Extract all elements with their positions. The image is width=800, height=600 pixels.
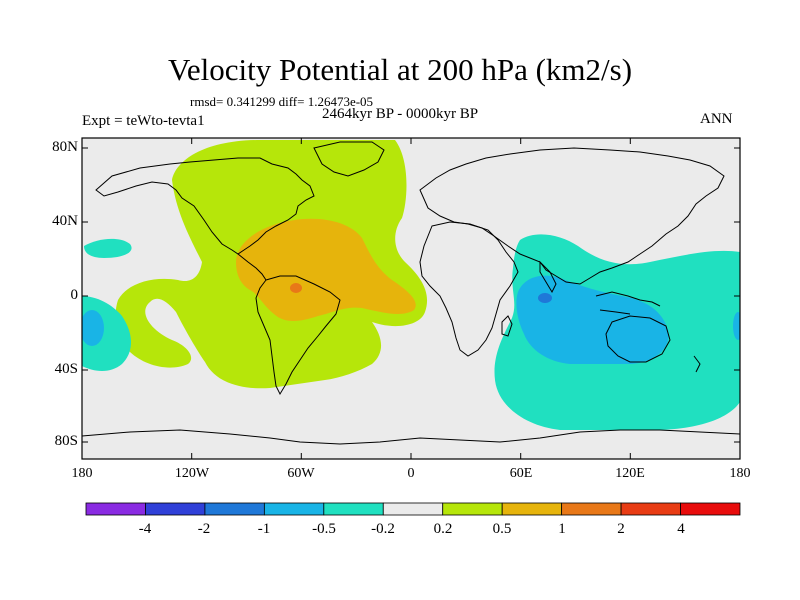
colorbar-label: 4 (677, 521, 685, 537)
negative-moderate-region-indian-ocean (516, 275, 669, 364)
colorbar-label: 0.2 (433, 521, 453, 537)
map-field (82, 138, 740, 459)
colorbar-label: 2 (617, 521, 625, 537)
coastline-antarctica (82, 429, 740, 445)
colorbar-label: -2 (197, 521, 211, 537)
lon-tick-180w: 180 (71, 466, 93, 481)
lon-tick-120w: 120W (174, 466, 210, 481)
rmsd-diff-stats: rmsd= 0.341299 diff= 1.26473e-05 (190, 94, 374, 109)
lon-tick-120e: 120E (615, 466, 645, 481)
lon-tick-60e: 60E (509, 466, 533, 481)
time-period-label: 2464kyr BP - 0000kyr BP (322, 106, 479, 122)
colorbar (85, 502, 741, 516)
negative-moderate-patch-east-pacific (82, 310, 104, 346)
coastline-australia (605, 315, 671, 363)
colorbar-box (382, 502, 444, 516)
coastline-north-america (95, 157, 315, 255)
latitude-tick-marks (82, 147, 740, 443)
colorbar-box (263, 502, 325, 516)
coastline-central-america (237, 253, 267, 281)
coastline-indian-subcontinent (539, 260, 557, 294)
colorbar-box (620, 502, 681, 516)
colorbar-box (323, 502, 384, 516)
colorbar-label: -4 (138, 521, 152, 537)
colorbar-label: -0.2 (371, 521, 395, 537)
colorbar-label: -1 (257, 521, 271, 537)
coastlines (82, 141, 740, 445)
colorbar-label: 0.5 (492, 521, 512, 537)
season-label: ANN (700, 111, 733, 127)
negative-weak-region-west-pacific (721, 298, 740, 354)
negative-strong-patch (538, 293, 552, 303)
experiment-label: Expt = teWto-tevta1 (82, 113, 205, 129)
lon-tick-0: 0 (407, 466, 415, 481)
colorbar-box (442, 502, 503, 516)
negative-moderate-patch-west-pacific (733, 312, 740, 340)
positive-moderate-region-amazon (236, 218, 416, 321)
negative-weak-patch-north-pacific (84, 238, 132, 258)
positive-strong-patch (290, 283, 302, 293)
lat-tick-40n: 40N (52, 213, 78, 229)
lat-tick-80s: 80S (54, 433, 78, 449)
colorbar-box (204, 502, 265, 516)
coastline-new-zealand (693, 355, 701, 373)
coastline-south-america (255, 275, 341, 396)
lon-tick-60w: 60W (287, 466, 315, 481)
colorbar-label: -0.5 (312, 521, 336, 537)
coastline-africa (419, 221, 519, 357)
coastline-greenland (313, 141, 385, 177)
colorbar-box (561, 502, 622, 516)
lat-tick-0: 0 (70, 287, 79, 303)
coastline-eurasia (419, 147, 725, 285)
plot-title: Velocity Potential at 200 hPa (km2/s) (167, 52, 633, 87)
colorbar-box (680, 502, 741, 516)
lat-tick-40s: 40S (54, 361, 78, 377)
coastline-maritime-continent (595, 291, 661, 315)
coastline-madagascar (501, 315, 513, 337)
lat-tick-80n: 80N (52, 139, 78, 155)
colorbar-box (85, 502, 146, 516)
longitude-tick-marks (81, 138, 741, 459)
colorbar-box (501, 502, 563, 516)
colorbar-box (145, 502, 206, 516)
colorbar-label: 1 (558, 521, 566, 537)
lon-tick-180e: 180 (729, 466, 751, 481)
